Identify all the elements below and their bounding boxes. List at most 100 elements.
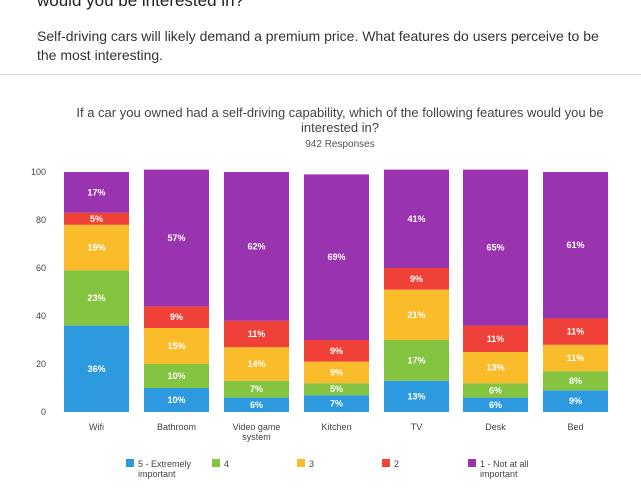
data-label: 9% bbox=[569, 396, 582, 406]
y-tick-label: 40 bbox=[36, 311, 46, 321]
data-label: 19% bbox=[87, 243, 105, 253]
bar-segment bbox=[144, 364, 209, 388]
data-label: 10% bbox=[167, 371, 185, 381]
bar-segment bbox=[304, 361, 369, 384]
data-label: 36% bbox=[87, 364, 105, 374]
data-label: 10% bbox=[167, 395, 185, 405]
data-label: 9% bbox=[330, 367, 343, 377]
legend-label: important bbox=[138, 469, 176, 479]
data-label: 61% bbox=[566, 240, 584, 250]
bar-segment bbox=[304, 174, 369, 340]
bar-segment bbox=[144, 328, 209, 364]
data-label: 41% bbox=[407, 214, 425, 224]
y-tick-label: 60 bbox=[36, 263, 46, 273]
bar-segment bbox=[304, 340, 369, 362]
chart-subtitle: 942 Responses bbox=[305, 139, 375, 150]
data-label: 13% bbox=[407, 391, 425, 401]
data-label: 14% bbox=[247, 359, 265, 369]
legend-swatch bbox=[126, 459, 134, 467]
bar-segment bbox=[224, 397, 289, 412]
x-tick-label: Video game bbox=[233, 422, 281, 432]
x-tick-label: Wifi bbox=[89, 422, 104, 432]
data-label: 69% bbox=[327, 252, 345, 262]
bar-segment bbox=[64, 270, 129, 326]
legend-swatch bbox=[468, 459, 476, 467]
data-label: 11% bbox=[567, 353, 585, 363]
bar-segment bbox=[224, 347, 289, 381]
data-label: 7% bbox=[250, 384, 263, 394]
y-tick-label: 20 bbox=[36, 359, 46, 369]
x-tick-label: Bed bbox=[567, 422, 583, 432]
data-label: 6% bbox=[489, 400, 502, 410]
bar-segment bbox=[463, 169, 528, 326]
data-label: 65% bbox=[486, 243, 504, 253]
bar-segment bbox=[543, 318, 608, 345]
bar-segment bbox=[543, 371, 608, 391]
data-label: 9% bbox=[410, 274, 423, 284]
legend-label: 1 - Not at all bbox=[480, 459, 529, 469]
bar-segment bbox=[463, 352, 528, 384]
data-label: 6% bbox=[250, 400, 263, 410]
question-header: would you be interested in? Self-driving… bbox=[0, 0, 641, 75]
bar-segment bbox=[463, 397, 528, 412]
y-tick-label: 0 bbox=[41, 407, 46, 417]
data-label: 17% bbox=[407, 355, 425, 365]
bar-segment bbox=[144, 169, 209, 307]
legend-label: important bbox=[480, 469, 518, 479]
y-tick-label: 100 bbox=[31, 167, 46, 177]
legend-swatch bbox=[212, 459, 220, 467]
chart-title: If a car you owned had a self-driving ca… bbox=[76, 105, 604, 135]
question-title: would you be interested in? bbox=[37, 0, 244, 10]
bar-segment bbox=[543, 390, 608, 412]
bar-segment bbox=[224, 320, 289, 348]
bar-segment bbox=[64, 224, 129, 271]
x-tick-label: system bbox=[242, 432, 271, 442]
data-label: 5% bbox=[90, 214, 103, 224]
bar-segment bbox=[384, 169, 449, 268]
bar-segment bbox=[543, 344, 608, 372]
data-label: 15% bbox=[167, 341, 185, 351]
data-label: 13% bbox=[486, 363, 504, 373]
data-label: 5% bbox=[330, 384, 343, 394]
bar-segment bbox=[384, 289, 449, 340]
bar-segment bbox=[543, 172, 608, 319]
question-description: Self-driving cars will likely demand a p… bbox=[37, 28, 599, 63]
x-tick-label: TV bbox=[411, 422, 423, 432]
data-label: 8% bbox=[569, 376, 582, 386]
bar-segment bbox=[384, 340, 449, 381]
legend-swatch bbox=[297, 459, 305, 467]
bar-segment bbox=[224, 172, 289, 321]
bar-segment bbox=[304, 395, 369, 412]
bar-segment bbox=[463, 383, 528, 398]
legend-label: 5 - Extremely bbox=[138, 459, 192, 469]
data-label: 11% bbox=[248, 329, 266, 339]
data-label: 62% bbox=[247, 241, 265, 251]
bar-segment bbox=[64, 212, 129, 225]
data-label: 6% bbox=[489, 385, 502, 395]
bar-segment bbox=[144, 388, 209, 412]
y-tick-label: 80 bbox=[36, 215, 46, 225]
x-tick-label: Desk bbox=[485, 422, 506, 432]
data-label: 21% bbox=[407, 310, 425, 320]
data-label: 7% bbox=[330, 399, 343, 409]
bar-segment bbox=[224, 380, 289, 398]
bar-segment bbox=[304, 383, 369, 396]
bar-segment bbox=[384, 268, 449, 290]
bar-segment bbox=[64, 325, 129, 412]
x-tick-label: Kitchen bbox=[321, 422, 351, 432]
data-label: 9% bbox=[170, 312, 183, 322]
data-label: 17% bbox=[87, 187, 105, 197]
data-label: 11% bbox=[487, 334, 505, 344]
bar-segment bbox=[463, 325, 528, 352]
legend-label: 4 bbox=[224, 459, 229, 469]
legend-label: 3 bbox=[309, 459, 314, 469]
legend-label: 2 bbox=[394, 459, 399, 469]
bar-segment bbox=[64, 172, 129, 213]
data-label: 11% bbox=[567, 327, 585, 337]
legend-swatch bbox=[382, 459, 390, 467]
data-label: 23% bbox=[87, 293, 105, 303]
bar-segment bbox=[144, 306, 209, 328]
bar-segment bbox=[384, 380, 449, 412]
